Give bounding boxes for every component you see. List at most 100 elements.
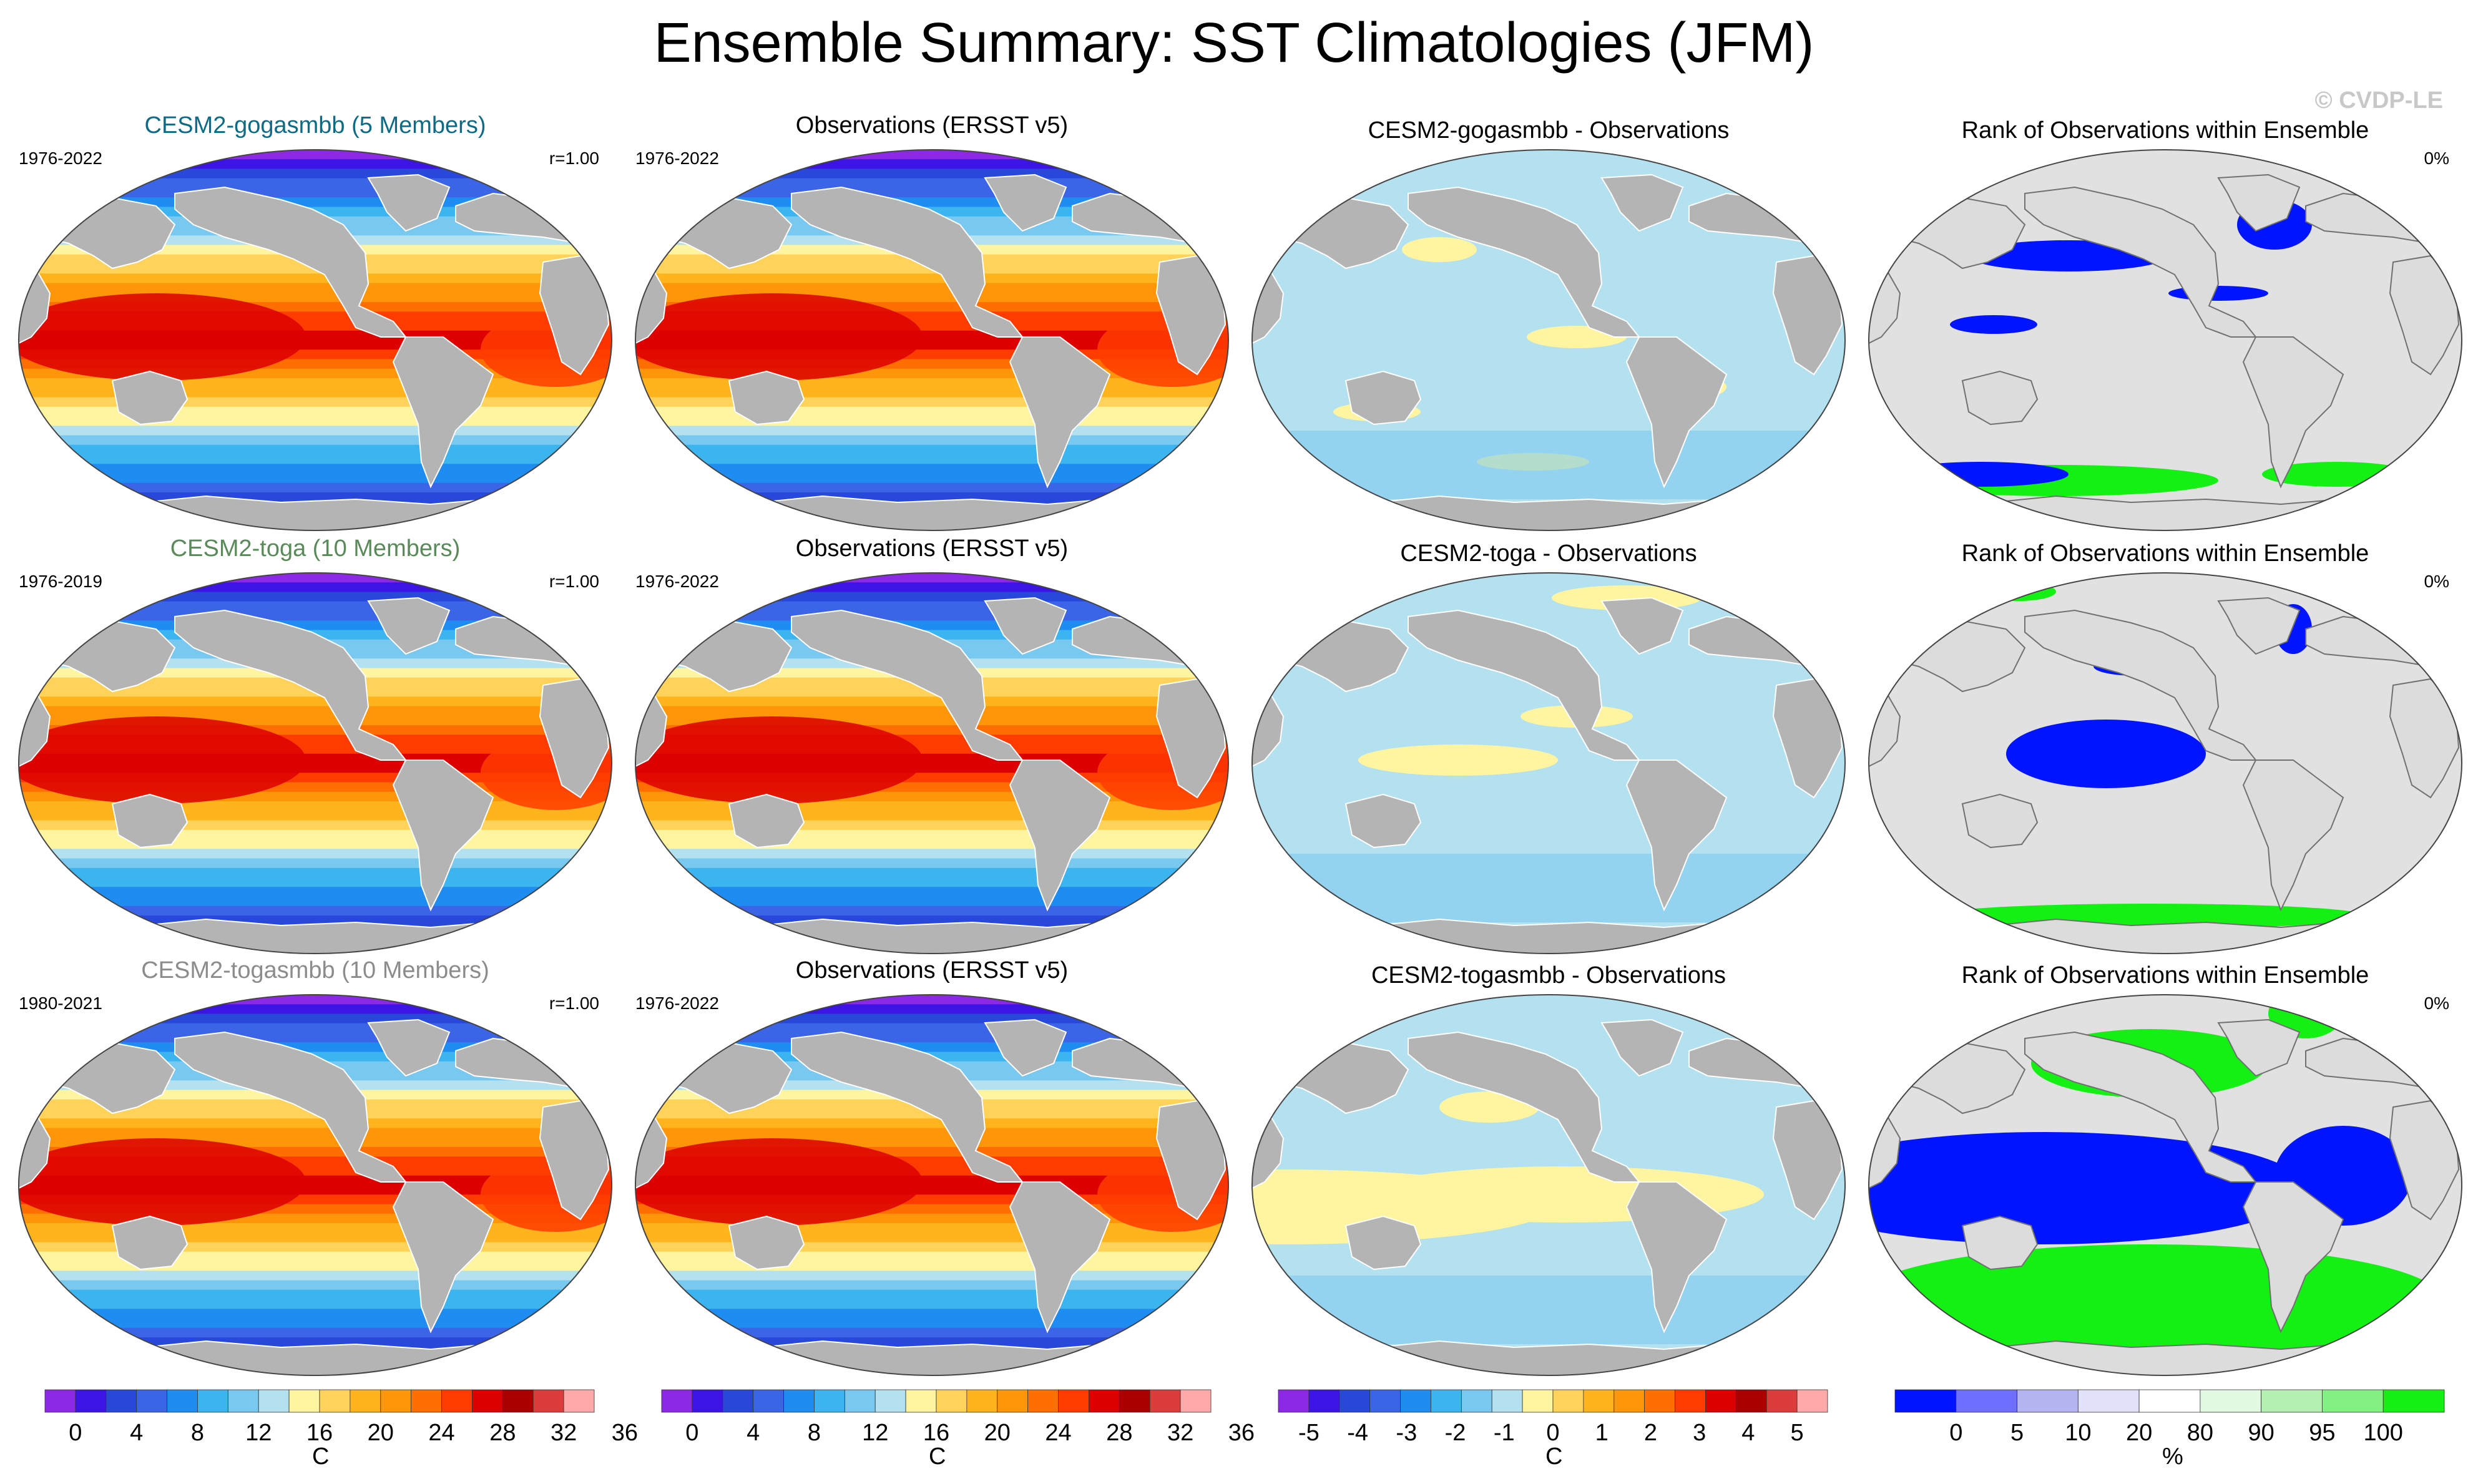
- land-mass: [19, 918, 612, 954]
- sst-band: [635, 454, 1228, 465]
- colorbar-swatch: [874, 1389, 906, 1413]
- sst-band: [635, 388, 1228, 398]
- land-mass: [1009, 1181, 1111, 1334]
- sst-band: [19, 601, 612, 612]
- colorbar-swatch: [350, 1389, 381, 1413]
- colorbar-swatch: [441, 1389, 473, 1413]
- map-border: [1251, 572, 1846, 954]
- rank-percent: 0%: [2424, 993, 2449, 1013]
- colorbar-tick-label: 20: [367, 1420, 394, 1446]
- sst-band: [19, 839, 612, 850]
- land-mass: [791, 609, 1024, 761]
- sst-band: [19, 283, 612, 293]
- colorbar-tick-label: 0: [685, 1420, 699, 1446]
- colorbar-swatch: [1308, 1389, 1340, 1413]
- colorbar-swatch: [1614, 1389, 1645, 1413]
- land-mass: [2242, 1181, 2344, 1334]
- model-years: 1976-2022: [19, 149, 102, 168]
- model-title: CESM2-toga (10 Members): [170, 535, 461, 562]
- colorbar-tick-label: 10: [2065, 1420, 2092, 1446]
- southern-ocean-bias: [1252, 854, 1845, 922]
- colorbar-tick-label: 2: [1643, 1420, 1657, 1446]
- land-mass: [19, 1340, 612, 1375]
- land-mass: [1600, 173, 1684, 232]
- colorbar-swatch: [1796, 1389, 1828, 1413]
- colorbar-tick-label: 12: [245, 1420, 272, 1446]
- colorbar-tick-label: 80: [2186, 1420, 2214, 1446]
- sst-band: [635, 573, 1228, 583]
- sst-band: [19, 473, 612, 484]
- sst-band: [635, 1261, 1228, 1272]
- sst-band: [19, 1118, 612, 1129]
- diff-title: CESM2-toga - Observations: [1400, 540, 1697, 567]
- sst-band: [19, 1318, 612, 1329]
- colorbar-swatch: [1675, 1389, 1706, 1413]
- colorbar-swatch: [2322, 1389, 2384, 1413]
- sst-band: [19, 482, 612, 493]
- land-mass: [174, 1031, 408, 1183]
- diff-map: [1251, 149, 1846, 531]
- colorbar-tick-label: 32: [550, 1420, 577, 1446]
- pattern-correlation: r=1.00: [549, 149, 599, 168]
- map-border: [18, 572, 612, 954]
- rank-region: [1894, 462, 2069, 487]
- land-mass: [1625, 759, 1728, 912]
- land-mass: [1961, 370, 2039, 426]
- colorbar-swatch: [661, 1389, 693, 1413]
- panel-rank-row1: Rank of Observations within Ensemble 0%: [1856, 112, 2468, 543]
- sst-band: [19, 1261, 612, 1272]
- sst-band: [19, 829, 612, 840]
- land-mass: [392, 759, 494, 912]
- colorbar-swatch: [1735, 1389, 1767, 1413]
- colorbar-swatch: [1339, 1389, 1371, 1413]
- obs-map: [635, 149, 1229, 531]
- southern-ocean-bias: [1252, 431, 1845, 499]
- colorbar-tick-label: 28: [489, 1420, 516, 1446]
- sst-band: [635, 1309, 1228, 1319]
- map-border: [18, 994, 612, 1376]
- sst-band: [19, 820, 612, 831]
- rank-percent: 0%: [2424, 149, 2449, 168]
- sst-band: [635, 159, 1228, 170]
- sst-band: [635, 1233, 1228, 1243]
- land-mass: [392, 336, 494, 489]
- land-mass: [1344, 1215, 1422, 1271]
- colorbar-swatch: [1644, 1389, 1675, 1413]
- warm-pool: [635, 293, 923, 381]
- diff-title: CESM2-togasmbb - Observations: [1371, 962, 1726, 989]
- map-border: [18, 149, 612, 531]
- colorbar-swatch: [1027, 1389, 1059, 1413]
- colorbar-unit: %: [2162, 1443, 2183, 1470]
- colorbar-tick-label: -1: [1493, 1420, 1515, 1446]
- sst-band: [635, 188, 1228, 198]
- sst-band: [635, 1242, 1228, 1252]
- colorbar-tick-label: 32: [1167, 1420, 1194, 1446]
- sst-band: [635, 829, 1228, 840]
- rank-percent: 0%: [2424, 572, 2449, 591]
- land-mass: [1961, 1215, 2039, 1271]
- sst-band: [635, 1128, 1228, 1138]
- sst-band: [635, 1271, 1228, 1281]
- sst-band: [19, 159, 612, 170]
- colorbar-swatch: [319, 1389, 351, 1413]
- colorbar-swatch: [532, 1389, 564, 1413]
- sst-band: [19, 397, 612, 408]
- sst-band: [635, 601, 1228, 612]
- colorbar-swatch: [1058, 1389, 1089, 1413]
- map-border: [635, 572, 1229, 954]
- sst-band: [635, 906, 1228, 916]
- rank-title: Rank of Observations within Ensemble: [1961, 117, 2369, 144]
- colorbar-swatch: [1552, 1389, 1584, 1413]
- land-mass: [1625, 1181, 1728, 1334]
- land-mass: [984, 597, 1067, 655]
- land-mass: [367, 173, 451, 232]
- colorbar-4: [1894, 1389, 2445, 1413]
- colorbar-swatch: [258, 1389, 290, 1413]
- colorbar-tick-label: 4: [747, 1420, 760, 1446]
- map-border: [1251, 994, 1846, 1376]
- panel-rank-row2: Rank of Observations within Ensemble 0%: [1856, 535, 2468, 966]
- colorbar-swatch: [1400, 1389, 1431, 1413]
- colorbar-swatch: [783, 1389, 815, 1413]
- sst-band: [19, 706, 612, 716]
- map-border: [635, 994, 1229, 1376]
